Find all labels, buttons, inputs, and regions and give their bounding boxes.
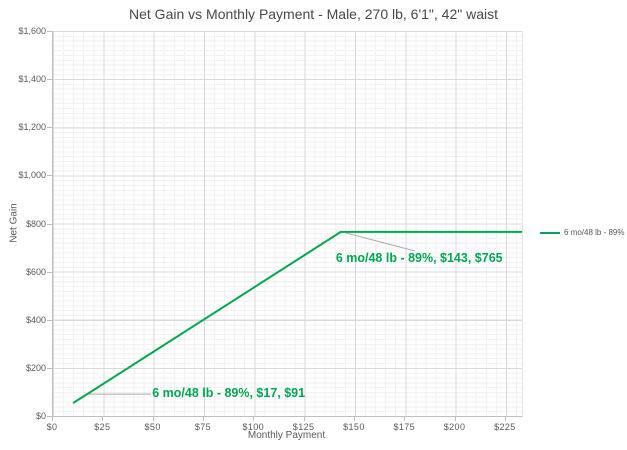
x-axis-tick [353,417,355,421]
x-axis-tick [253,417,255,421]
y-tick-label: $1,000 [18,170,46,181]
series-svg [72,230,522,404]
y-axis-tick [47,416,52,417]
y-axis-tick [47,79,52,81]
x-axis-tick [202,417,204,421]
x-axis-tick [404,417,406,421]
x-tick-label: $225 [494,422,516,432]
y-axis-tick [47,31,52,32]
x-axis-tick [102,417,104,421]
x-axis-tick [504,417,506,421]
x-tick-label: $75 [194,422,212,432]
x-tick-label: $100 [242,422,265,432]
y-tick-label: $1,400 [18,74,46,85]
x-tick-label: $50 [144,422,161,432]
y-axis-tick [47,271,52,273]
y-tick-label: $400 [25,314,46,325]
x-tick-label: $200 [443,422,466,432]
y-axis-tick [47,319,52,321]
annotation-peak-point[interactable]: 6 mo/48 lb - 89%, $143, $765 [335,250,503,265]
plot-area[interactable] [52,31,523,417]
x-tick-label: $25 [94,422,111,432]
series-line-6mo-48lb[interactable] [72,230,522,404]
x-tick-label: $0 [46,422,58,432]
y-tick-label: $1,200 [18,122,46,133]
x-axis-tick [454,417,456,421]
chart-title: Net Gain vs Monthly Payment - Male, 270 … [129,6,498,22]
y-axis-tick [47,223,52,225]
y-tick-label: $200 [25,362,46,373]
y-tick-label: $800 [25,218,46,229]
annotation-low-point[interactable]: 6 mo/48 lb - 89%, $17, $91 [152,386,306,401]
y-axis-tick [47,175,52,177]
y-axis-tick [47,367,52,369]
x-tick-label: $150 [343,422,365,432]
x-tick-label: $125 [292,422,315,432]
x-axis-tick [152,417,154,421]
y-axis-tick [47,127,52,129]
x-tick-label: $175 [393,422,416,432]
legend[interactable]: 6 mo/48 lb - 89% [540,228,624,237]
legend-label: 6 mo/48 lb - 89% [564,228,625,237]
y-tick-label: $600 [25,266,46,277]
legend-line-swatch [540,231,560,234]
y-tick-label: $1,600 [18,26,46,36]
x-axis-tick [303,417,305,421]
annotation-leader-line-peak [345,232,415,252]
x-axis-title: Monthly Payment [247,430,326,441]
y-tick-label: $0 [35,411,46,421]
x-axis-tick [52,417,53,421]
